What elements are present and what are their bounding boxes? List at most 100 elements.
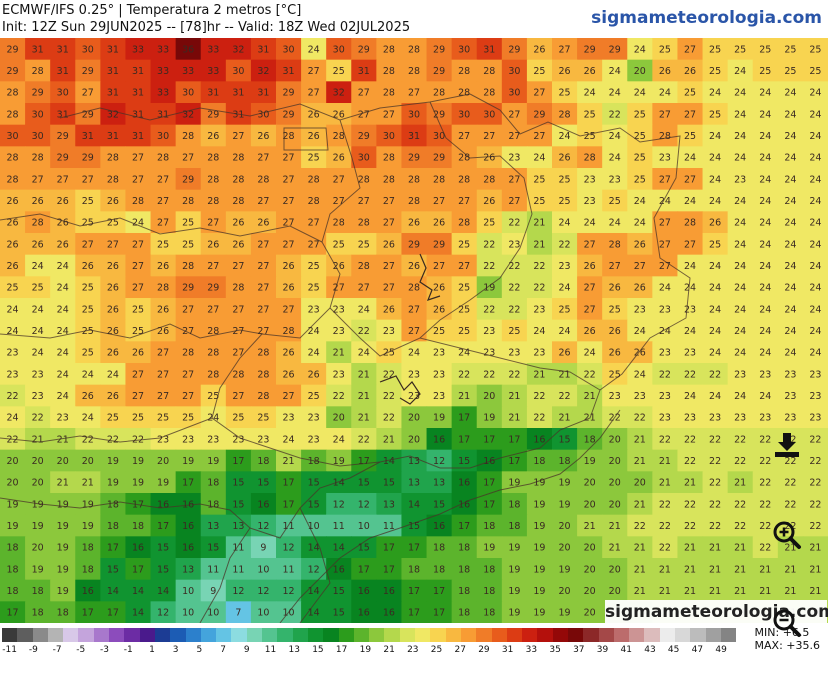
temperature-cell	[276, 384, 302, 407]
temperature-cell	[376, 168, 403, 191]
temperature-label: 24	[57, 369, 69, 380]
temperature-label: 27	[257, 261, 269, 272]
temperature-cell	[376, 514, 403, 537]
temperature-label: 24	[32, 304, 44, 315]
temperature-label: 24	[784, 348, 796, 359]
temperature-cell	[802, 276, 828, 299]
temperature-cell	[802, 319, 828, 342]
color-scale-tick: 49	[715, 645, 727, 655]
temperature-label: 27	[132, 174, 144, 185]
temperature-label: 20	[584, 478, 596, 489]
temperature-label: 30	[57, 88, 69, 99]
temperature-label: 12	[257, 586, 269, 597]
temperature-label: 22	[684, 434, 696, 445]
temperature-label: 27	[659, 109, 671, 120]
temperature-cell	[652, 471, 679, 494]
temperature-label: 24	[634, 88, 646, 99]
temperature-label: 22	[684, 521, 696, 532]
temperature-label: 21	[82, 478, 94, 489]
temperature-cell	[501, 536, 528, 559]
temperature-cell	[250, 319, 277, 342]
temperature-label: 18	[207, 478, 219, 489]
temperature-label: 24	[7, 304, 19, 315]
temperature-cell	[802, 341, 828, 364]
temperature-cell	[75, 298, 101, 321]
temperature-cell	[200, 146, 227, 169]
temperature-cell	[501, 406, 528, 429]
temperature-label: 22	[609, 413, 621, 424]
temperature-cell	[150, 168, 177, 191]
temperature-cell	[802, 536, 828, 559]
temperature-label: 31	[483, 44, 495, 55]
temperature-label: 24	[358, 348, 370, 359]
temperature-label: 25	[784, 66, 796, 77]
temperature-label: 28	[7, 109, 19, 120]
temperature-cell	[501, 124, 528, 147]
temperature-cell	[125, 124, 152, 147]
temperature-cell	[476, 493, 503, 516]
temperature-label: 28	[358, 218, 370, 229]
temperature-label: 22	[508, 261, 520, 272]
temperature-label: 31	[132, 88, 144, 99]
zoom-out-button[interactable]	[770, 606, 804, 640]
temperature-cell	[476, 124, 503, 147]
temperature-cell	[752, 319, 779, 342]
temperature-label: 26	[157, 304, 169, 315]
temperature-cell	[526, 103, 553, 126]
temperature-cell	[351, 103, 377, 126]
temperature-label: 24	[458, 348, 470, 359]
temperature-cell	[451, 384, 478, 407]
temperature-cell	[526, 38, 553, 61]
temperature-cell	[0, 103, 26, 126]
temperature-cell	[526, 211, 553, 234]
temperature-label: 14	[107, 586, 119, 597]
temperature-label: 14	[408, 499, 420, 510]
temperature-label: 26	[7, 196, 19, 207]
temperature-cell	[727, 254, 754, 277]
temperature-label: 12	[333, 499, 345, 510]
temperature-cell	[200, 168, 227, 191]
zoom-in-button[interactable]	[770, 518, 804, 552]
temperature-label: 30	[32, 109, 44, 120]
temperature-label: 27	[333, 196, 345, 207]
temperature-cell	[75, 363, 101, 386]
temperature-label: 21	[759, 564, 771, 575]
color-swatch	[659, 628, 676, 642]
download-button[interactable]	[770, 428, 804, 462]
color-swatch	[93, 628, 110, 642]
temperature-label: 26	[709, 218, 721, 229]
temperature-label: 26	[584, 66, 596, 77]
temperature-label: 21	[709, 586, 721, 597]
temperature-cell	[150, 103, 177, 126]
temperature-cell	[652, 146, 679, 169]
temperature-label: 30	[232, 66, 244, 77]
temperature-label: 18	[82, 564, 94, 575]
temperature-cell	[401, 146, 428, 169]
temperature-cell	[50, 59, 76, 82]
temperature-label: 24	[107, 369, 119, 380]
temperature-label: 19	[533, 543, 545, 554]
temperature-cell	[150, 319, 177, 342]
temperature-cell	[627, 276, 653, 299]
temperature-cell	[727, 276, 754, 299]
temperature-cell	[301, 38, 327, 61]
temperature-label: 22	[809, 456, 821, 467]
temperature-label: 26	[232, 239, 244, 250]
temperature-cell	[0, 124, 26, 147]
temperature-cell	[727, 558, 754, 581]
temperature-label: 27	[207, 304, 219, 315]
temperature-cell	[426, 276, 453, 299]
temperature-cell	[426, 189, 453, 212]
border-line	[59, 93, 471, 121]
temperature-cell	[50, 233, 76, 256]
brand-logo[interactable]: sigmameteorologia.com	[591, 8, 822, 28]
color-scale-tick: -3	[100, 645, 109, 655]
temperature-label: 24	[784, 218, 796, 229]
temperature-cell	[652, 449, 679, 472]
temperature-cell	[677, 449, 704, 472]
color-scale-tick: 19	[359, 645, 372, 655]
temperature-label: 24	[659, 196, 671, 207]
temperature-cell	[150, 363, 177, 386]
border-line	[440, 389, 601, 469]
temperature-label: 26	[433, 218, 445, 229]
